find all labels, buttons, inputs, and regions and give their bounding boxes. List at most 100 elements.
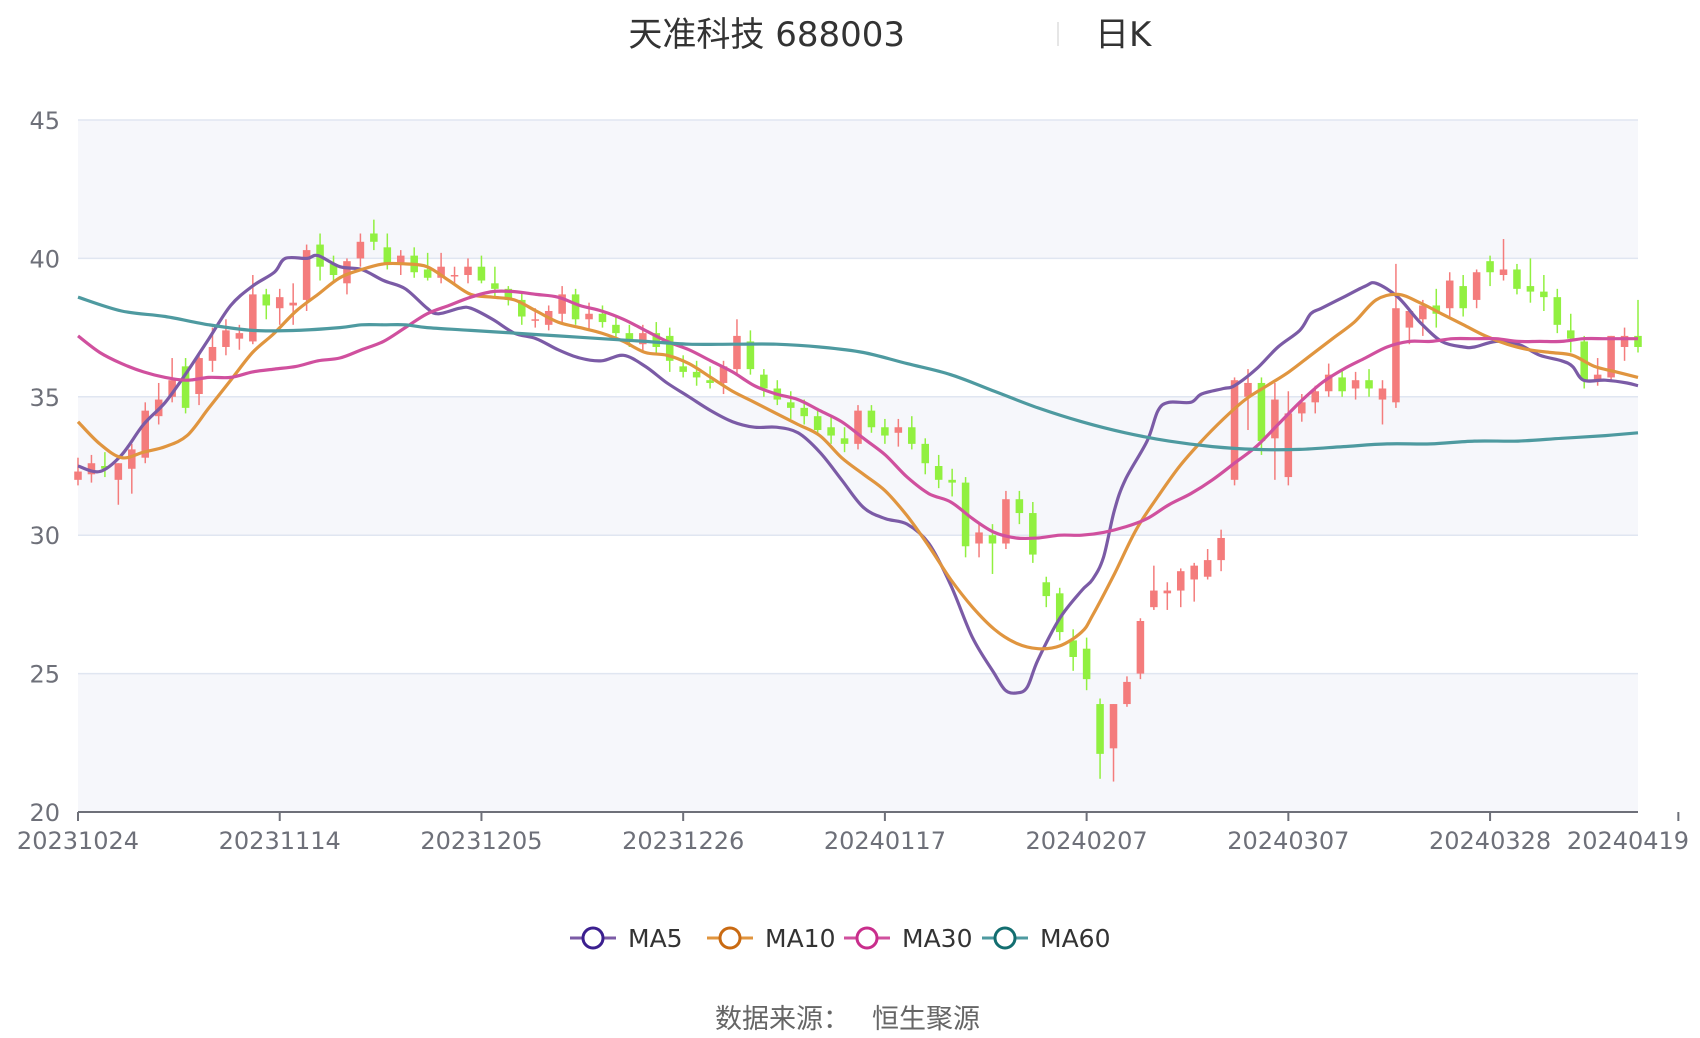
chart-period[interactable]: 日K (1095, 15, 1153, 55)
source-value: 恒生聚源 (872, 1004, 980, 1034)
candle-body (87, 463, 96, 475)
candle-body (746, 341, 755, 370)
candle-body (74, 471, 82, 480)
y-tick-label: 25 (29, 661, 60, 689)
candle (1419, 299, 1427, 336)
candle (733, 319, 741, 375)
candle (1378, 380, 1387, 425)
candle (894, 418, 903, 447)
candle (1230, 377, 1239, 486)
candle-body (275, 297, 284, 309)
candle-body (692, 371, 701, 378)
y-axis: 20 25 30 35 40 45 (29, 107, 60, 827)
candle (1082, 637, 1091, 691)
candle (1042, 576, 1051, 608)
candle-body (975, 532, 983, 544)
x-tick-label: 20231226 (622, 827, 744, 855)
candle-body (921, 443, 930, 464)
candle-body (813, 416, 822, 431)
candle (1123, 676, 1131, 707)
candle (329, 255, 338, 281)
chart-title: 天准科技 688003 (628, 15, 905, 55)
candle-body (1002, 499, 1010, 544)
legend-item-ma10[interactable]: MA10 (707, 924, 835, 953)
candle-body (1486, 261, 1494, 273)
legend-label: MA60 (1040, 924, 1110, 953)
candle-body (1176, 571, 1185, 591)
candle-body (289, 302, 297, 306)
candle (1365, 369, 1373, 397)
candle-body (477, 266, 486, 281)
candle (477, 255, 486, 284)
candle (275, 288, 284, 325)
candle (128, 443, 136, 494)
candle (1203, 549, 1212, 580)
candle-body (329, 263, 338, 276)
legend-item-ma5[interactable]: MA5 (570, 924, 683, 953)
candle-body (1392, 308, 1400, 403)
candle-body (1351, 380, 1360, 389)
candle (1055, 587, 1064, 641)
y-tick-label: 20 (29, 799, 60, 827)
candle (1540, 275, 1548, 311)
candle-body (1271, 399, 1279, 439)
candle-body (894, 427, 903, 433)
candle-body (652, 333, 661, 347)
candle-body (141, 410, 150, 458)
legend-item-ma30[interactable]: MA30 (844, 924, 972, 953)
candles (74, 219, 1642, 782)
candle-body (1634, 335, 1642, 347)
candle (665, 327, 674, 372)
candle (114, 463, 123, 505)
candle-body (854, 410, 862, 444)
candle (692, 360, 701, 386)
candle (343, 258, 351, 295)
candle (181, 358, 190, 414)
candle-body (612, 324, 620, 334)
candle-body (1405, 310, 1414, 328)
legend-item-ma60[interactable]: MA60 (982, 924, 1110, 953)
candle-body (1163, 590, 1172, 594)
candle-body (1230, 380, 1239, 480)
source-label: 数据来源： (715, 1004, 850, 1034)
candle-body (1607, 335, 1615, 378)
candle (827, 416, 835, 444)
candle-body (1203, 560, 1212, 577)
ma-line-ma30 (77, 289, 1638, 541)
candle (1405, 308, 1414, 345)
candle (504, 286, 513, 306)
candle-body (1257, 382, 1266, 442)
candle-body (840, 438, 849, 444)
candle-body (706, 380, 714, 383)
candle-body (518, 299, 526, 317)
candle-body (235, 333, 244, 339)
candle (760, 369, 768, 397)
candle-body (208, 346, 217, 361)
candle-body (585, 313, 593, 320)
candle-body (1055, 593, 1064, 633)
candle (1351, 371, 1360, 400)
candle-body (733, 335, 741, 370)
candle (222, 319, 230, 356)
candle (518, 291, 526, 325)
candle-body (1284, 413, 1293, 478)
candle-body (1566, 330, 1575, 339)
candle-body (491, 283, 499, 289)
candle (1486, 255, 1494, 287)
x-tick-label: 20240419 (1567, 827, 1689, 855)
candle-body (1096, 704, 1104, 754)
candle-body (168, 380, 176, 397)
candle-body (1015, 499, 1024, 514)
grid-bands (78, 120, 1638, 812)
candle (1069, 629, 1077, 671)
candle-body (1029, 513, 1037, 555)
candle-body (988, 535, 997, 544)
candle-body (679, 366, 687, 372)
candle (679, 355, 687, 378)
legend-swatch-marker (993, 926, 1017, 950)
candle (813, 407, 822, 436)
candle (74, 457, 82, 486)
candle-body (598, 313, 607, 323)
ma-lines (76, 253, 1639, 695)
